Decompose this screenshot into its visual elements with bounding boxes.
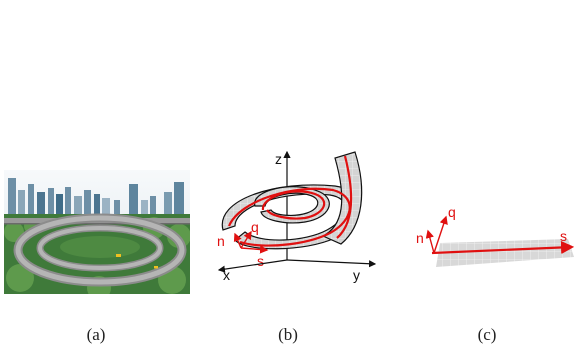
flat-strip bbox=[436, 239, 574, 267]
flattened-strip-diagram: n q s bbox=[416, 204, 575, 267]
y-axis bbox=[286, 259, 377, 268]
frame-q-label: q bbox=[251, 219, 259, 235]
frame-n-label: n bbox=[217, 233, 225, 249]
flat-frame-s-label: s bbox=[560, 228, 567, 244]
flat-centerline bbox=[431, 240, 575, 255]
flat-frame-n-vector bbox=[425, 229, 435, 254]
skyline bbox=[8, 178, 184, 216]
flat-frame-q-label: q bbox=[448, 204, 456, 220]
helical-strip-diagram: z n q s x y bbox=[217, 150, 377, 283]
centerline-curve bbox=[227, 155, 353, 247]
caption-b: (b) bbox=[278, 325, 298, 344]
frame-s-label: s bbox=[257, 253, 264, 269]
spiral-interchange-photo bbox=[4, 170, 190, 294]
flat-frame-q-vector bbox=[433, 215, 448, 254]
z-axis-label: z bbox=[275, 151, 282, 167]
frame-q-vector bbox=[240, 230, 252, 249]
frame-s-vector bbox=[240, 245, 269, 254]
caption-c: (c) bbox=[477, 325, 497, 344]
x-axis-label: x bbox=[223, 267, 230, 283]
frame-n-vector bbox=[233, 232, 242, 249]
flat-frame-n-label: n bbox=[416, 230, 424, 246]
caption-a: (a) bbox=[86, 325, 106, 344]
y-axis-label: y bbox=[353, 267, 360, 283]
x-axis bbox=[217, 259, 288, 273]
strip-rising-tail bbox=[321, 151, 363, 245]
